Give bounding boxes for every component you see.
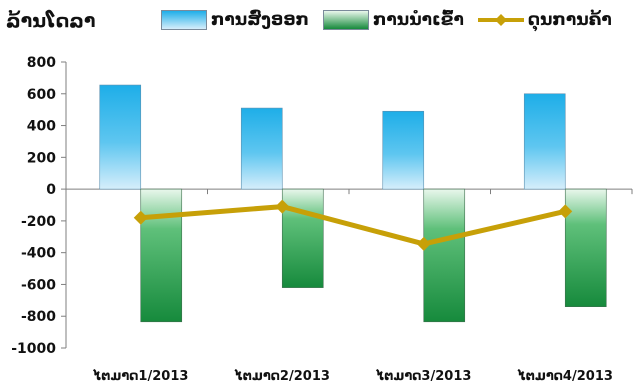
y-tick-label: 200	[27, 150, 56, 166]
legend-label-exports: ການສົ່ງອອກ	[211, 10, 309, 30]
y-tick-label: -1000	[11, 341, 56, 357]
balance-line	[140, 204, 566, 247]
balance-point-marker	[275, 199, 290, 214]
exports-swatch-icon	[161, 10, 207, 30]
y-tick-label: 0	[46, 182, 56, 198]
y-tick-label: -200	[21, 214, 56, 230]
x-category-label: ໄຕມາດ4/2013	[517, 369, 613, 384]
x-category-label: ໄຕມາດ3/2013	[375, 369, 471, 384]
balance-swatch-icon	[478, 14, 524, 26]
bar-imports	[140, 188, 183, 323]
legend-label-imports: ການນຳເຂົ້າ	[373, 10, 464, 30]
y-tick-label: -800	[21, 309, 56, 325]
y-tick-label: -600	[21, 277, 56, 293]
x-category-label: ໄຕມາດ1/2013	[92, 369, 188, 384]
imports-swatch-icon	[323, 10, 369, 30]
balance-point-marker	[416, 236, 431, 251]
legend-label-balance: ດຸນການຄ້າ	[528, 10, 612, 30]
bar-exports	[382, 110, 425, 190]
legend-item-imports: ການນຳເຂົ້າ	[323, 8, 464, 32]
legend-item-balance: ດຸນການຄ້າ	[478, 8, 612, 32]
balance-point-marker	[558, 204, 573, 219]
bar-exports	[240, 107, 283, 190]
x-category-label: ໄຕມາດ2/2013	[234, 369, 330, 384]
tick-labels-group: 800 600 400 200 0 -200 -400 -600 -800 -1000 ໄຕມາດ1…	[11, 55, 613, 384]
bar-imports	[281, 188, 324, 288]
bars-group	[99, 84, 607, 323]
bar-exports	[523, 93, 566, 190]
y-tick-label: 600	[27, 87, 56, 103]
y-tick-label: 800	[27, 55, 56, 71]
bar-imports	[423, 188, 466, 323]
bar-exports	[99, 84, 142, 190]
y-axis-unit-label: ລ້ານໂດລາ	[6, 10, 96, 32]
y-tick-label: 400	[27, 119, 56, 135]
bar-imports	[564, 188, 607, 307]
y-tick-label: -400	[21, 246, 56, 262]
balance-line-group	[133, 199, 573, 251]
balance-point-marker	[133, 210, 148, 225]
legend-item-exports: ການສົ່ງອອກ	[161, 8, 309, 32]
